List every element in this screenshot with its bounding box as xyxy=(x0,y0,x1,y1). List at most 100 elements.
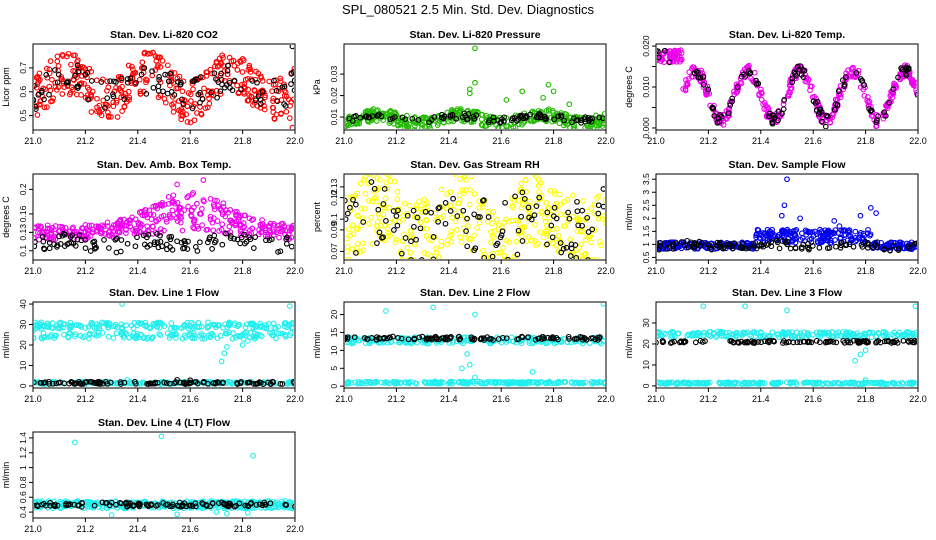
data-point-reference xyxy=(569,119,575,126)
data-point-reference xyxy=(579,222,585,229)
data-point-reference xyxy=(291,77,294,84)
data-point xyxy=(811,379,818,386)
data-point-reference xyxy=(490,114,497,121)
data-point xyxy=(797,215,803,222)
data-point-reference xyxy=(246,379,253,386)
data-point xyxy=(354,240,361,247)
data-point xyxy=(581,252,587,258)
data-point-reference xyxy=(237,240,244,247)
data-point xyxy=(283,320,289,326)
plot-frame xyxy=(655,301,919,389)
data-point xyxy=(246,62,253,69)
data-point xyxy=(203,73,210,79)
data-point-reference xyxy=(290,378,294,385)
data-point-reference xyxy=(600,203,605,210)
data-point-reference xyxy=(525,334,531,340)
data-point xyxy=(176,107,182,114)
data-point-reference xyxy=(797,63,803,69)
data-point-reference xyxy=(481,337,488,343)
data-point-reference xyxy=(150,84,157,91)
data-point xyxy=(846,229,853,236)
data-point-reference xyxy=(192,244,199,250)
data-point-reference xyxy=(600,186,605,192)
data-point xyxy=(677,47,684,53)
data-point xyxy=(447,189,454,196)
y-tick-label: 0.6 xyxy=(18,86,28,98)
data-point xyxy=(483,380,490,387)
data-point-reference xyxy=(171,92,178,98)
data-point-reference xyxy=(542,116,549,122)
data-point-reference xyxy=(156,76,162,83)
data-point xyxy=(212,63,218,70)
data-point xyxy=(251,100,258,106)
data-point xyxy=(545,81,552,88)
data-point-reference xyxy=(147,380,154,387)
x-tick-label: 22.0 xyxy=(597,394,615,404)
data-point xyxy=(61,331,67,338)
data-point xyxy=(243,321,250,328)
data-point-reference xyxy=(154,231,160,237)
data-point xyxy=(366,197,372,204)
data-point-reference xyxy=(447,112,454,119)
data-point-reference xyxy=(573,255,580,259)
data-point-reference xyxy=(548,222,555,229)
data-point xyxy=(68,84,75,91)
data-point-reference xyxy=(590,335,596,341)
data-point-reference xyxy=(758,339,764,346)
data-point xyxy=(113,330,120,337)
data-point-reference xyxy=(711,112,718,119)
x-tick-label: 21.4 xyxy=(129,394,147,404)
data-point xyxy=(857,230,864,236)
x-tick-label: 21.2 xyxy=(77,266,95,276)
data-point-reference xyxy=(515,227,522,234)
data-point xyxy=(809,229,815,235)
data-point xyxy=(440,119,447,126)
data-point xyxy=(456,192,463,199)
data-point xyxy=(125,62,132,69)
data-point xyxy=(217,205,223,212)
data-point xyxy=(369,110,376,116)
y-tick-label: 20 xyxy=(641,339,651,349)
data-point-reference xyxy=(561,117,567,124)
data-point xyxy=(168,320,175,326)
data-point xyxy=(105,109,111,116)
data-point xyxy=(733,89,740,96)
plot-frame xyxy=(343,173,607,261)
data-point xyxy=(148,216,155,223)
data-point-reference xyxy=(705,86,712,93)
data-point-reference xyxy=(574,208,581,215)
data-point xyxy=(824,233,831,239)
plot-frame xyxy=(32,43,296,131)
data-point xyxy=(181,207,188,213)
data-point xyxy=(94,104,100,111)
data-point xyxy=(657,51,660,58)
data-point-reference xyxy=(34,379,37,386)
data-point-reference xyxy=(725,110,732,117)
data-point xyxy=(522,177,529,184)
data-point-reference xyxy=(481,197,487,203)
y-tick-label: 0.7 xyxy=(18,62,28,74)
data-point xyxy=(222,321,228,328)
data-point xyxy=(391,217,398,224)
data-point xyxy=(346,256,353,259)
data-point xyxy=(537,229,544,236)
data-point xyxy=(179,227,186,234)
data-point xyxy=(188,207,195,214)
data-point-reference xyxy=(390,333,396,340)
data-point xyxy=(49,76,55,83)
data-point xyxy=(205,319,211,326)
data-point xyxy=(114,228,121,235)
data-point xyxy=(153,218,160,225)
data-point xyxy=(407,249,414,256)
data-point-reference xyxy=(729,95,736,102)
data-point xyxy=(556,191,563,198)
data-point xyxy=(47,58,54,64)
data-point-reference xyxy=(149,380,156,387)
data-point xyxy=(267,330,273,336)
data-point xyxy=(779,229,785,235)
data-point xyxy=(861,92,868,99)
data-point-reference xyxy=(140,232,147,239)
data-point-reference xyxy=(428,209,434,216)
data-point-reference xyxy=(56,233,62,240)
data-point-reference xyxy=(514,251,521,258)
